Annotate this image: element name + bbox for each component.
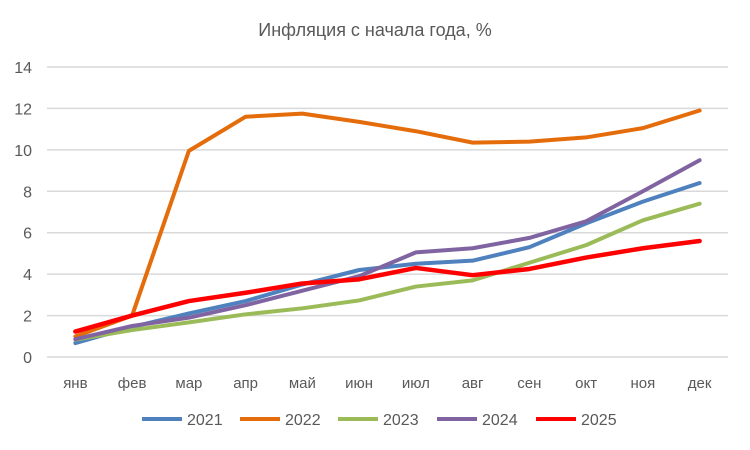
- y-tick-label: 4: [23, 267, 32, 284]
- legend-item-2023: 2023: [338, 412, 419, 429]
- y-tick-label: 14: [14, 60, 32, 77]
- y-tick-label: 0: [23, 350, 32, 367]
- legend-item-2021: 2021: [142, 412, 223, 429]
- series-line-2024: [73, 158, 702, 342]
- legend-label: 2021: [187, 412, 223, 429]
- y-tick-label: 10: [14, 143, 32, 160]
- x-tick-label: мар: [175, 375, 202, 392]
- series-line-2022: [73, 108, 702, 339]
- x-tick-label: апр: [233, 375, 258, 392]
- x-tick-label: дек: [688, 375, 712, 392]
- series-line-2021: [73, 181, 702, 346]
- x-tick-label: янв: [63, 375, 87, 392]
- x-tick-label: июл: [402, 375, 430, 392]
- legend-item-2024: 2024: [437, 412, 518, 429]
- series-line-2025: [73, 238, 702, 334]
- x-tick-label: фев: [118, 375, 147, 392]
- chart-title: Инфляция с начала года, %: [258, 20, 491, 40]
- legend-label: 2022: [285, 412, 321, 429]
- legend-item-2022: 2022: [240, 412, 321, 429]
- y-tick-label: 6: [23, 226, 32, 243]
- x-tick-label: июн: [345, 375, 373, 392]
- y-tick-label: 8: [23, 184, 32, 201]
- x-tick-label: сен: [517, 375, 541, 392]
- x-tick-label: авг: [462, 375, 484, 392]
- y-tick-label: 12: [14, 101, 32, 118]
- legend-label: 2024: [482, 412, 518, 429]
- x-tick-label: май: [289, 375, 316, 392]
- x-tick-label: окт: [575, 375, 597, 392]
- y-tick-label: 2: [23, 309, 32, 326]
- legend-label: 2025: [581, 412, 617, 429]
- legend-item-2025: 2025: [536, 412, 617, 429]
- x-tick-label: ноя: [631, 375, 656, 392]
- series-line-2023: [73, 201, 702, 342]
- legend-label: 2023: [383, 412, 419, 429]
